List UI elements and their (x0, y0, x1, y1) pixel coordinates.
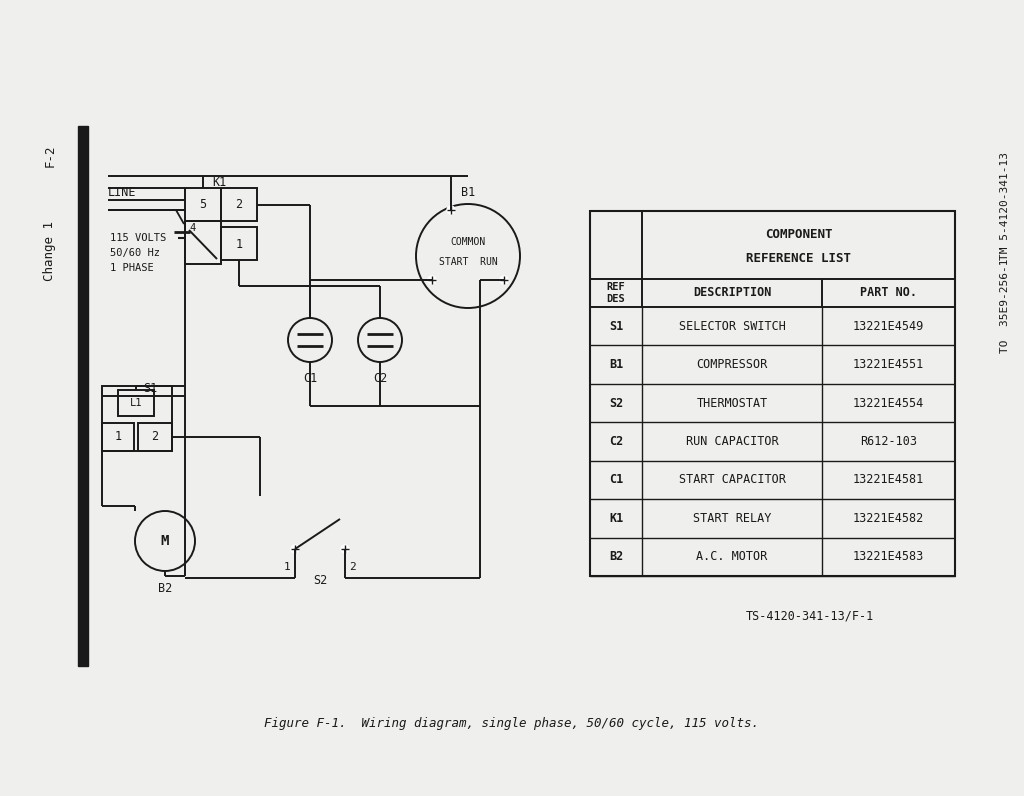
Text: LINE: LINE (108, 185, 136, 198)
Text: 2: 2 (152, 431, 159, 443)
Circle shape (341, 545, 349, 553)
Bar (185, 221, 221, 264)
Text: 4: 4 (189, 223, 197, 233)
Text: COMPONENT: COMPONENT (765, 228, 833, 241)
Circle shape (500, 276, 508, 284)
Text: DESCRIPTION: DESCRIPTION (693, 287, 771, 299)
Text: A.C. MOTOR: A.C. MOTOR (696, 550, 768, 564)
Text: 5: 5 (200, 198, 207, 212)
Text: START  RUN: START RUN (438, 257, 498, 267)
Text: K1: K1 (609, 512, 624, 525)
Circle shape (447, 206, 455, 214)
Text: REFERENCE LIST: REFERENCE LIST (746, 252, 851, 265)
Text: 115 VOLTS: 115 VOLTS (110, 233, 166, 243)
Text: 13221E4582: 13221E4582 (853, 512, 924, 525)
Text: 13221E4554: 13221E4554 (853, 396, 924, 410)
Text: THERMOSTAT: THERMOSTAT (696, 396, 768, 410)
Text: R612-103: R612-103 (860, 435, 918, 448)
Bar (138, 423, 172, 451)
Text: TO  35E9-256-1: TO 35E9-256-1 (1000, 259, 1010, 353)
Text: C1: C1 (609, 474, 624, 486)
Text: START RELAY: START RELAY (693, 512, 771, 525)
Text: PART NO.: PART NO. (860, 287, 918, 299)
Text: COMMON: COMMON (451, 237, 485, 247)
Text: Change 1: Change 1 (43, 221, 56, 281)
Bar (185, 188, 221, 221)
Text: SELECTOR SWITCH: SELECTOR SWITCH (679, 320, 785, 333)
Text: B1: B1 (609, 358, 624, 371)
Text: B2: B2 (609, 550, 624, 564)
Text: TM 5-4120-341-13: TM 5-4120-341-13 (1000, 152, 1010, 260)
Text: B2: B2 (158, 583, 172, 595)
Text: REF
DES: REF DES (606, 283, 626, 304)
Text: 1 PHASE: 1 PHASE (110, 263, 154, 273)
Text: 2: 2 (236, 198, 243, 212)
Bar (78, 126, 88, 666)
Text: 50/60 Hz: 50/60 Hz (110, 248, 160, 258)
Text: S2: S2 (313, 575, 327, 587)
Text: K1: K1 (212, 175, 226, 189)
Bar (102, 386, 172, 451)
Text: B1: B1 (461, 185, 475, 198)
Text: S1: S1 (609, 320, 624, 333)
Text: 1: 1 (236, 237, 243, 251)
Bar (221, 227, 257, 260)
Text: 1: 1 (284, 562, 291, 572)
Bar (221, 188, 257, 221)
Text: M: M (161, 534, 169, 548)
Text: START CAPACITOR: START CAPACITOR (679, 474, 785, 486)
Text: F-2: F-2 (43, 145, 56, 167)
Circle shape (428, 276, 436, 284)
Text: RUN CAPACITOR: RUN CAPACITOR (686, 435, 778, 448)
Text: Figure F-1.  Wiring diagram, single phase, 50/60 cycle, 115 volts.: Figure F-1. Wiring diagram, single phase… (264, 717, 760, 731)
Text: 13221E4551: 13221E4551 (853, 358, 924, 371)
Circle shape (291, 545, 299, 553)
Text: COMPRESSOR: COMPRESSOR (696, 358, 768, 371)
Text: 13221E4583: 13221E4583 (853, 550, 924, 564)
Text: L1: L1 (130, 398, 142, 408)
Text: 2: 2 (349, 562, 356, 572)
Text: 1: 1 (115, 431, 122, 443)
Text: 13221E4581: 13221E4581 (853, 474, 924, 486)
Bar (102, 423, 134, 451)
Text: C2: C2 (609, 435, 624, 448)
Text: TS-4120-341-13/F-1: TS-4120-341-13/F-1 (745, 610, 874, 622)
Text: C2: C2 (373, 372, 387, 384)
Bar (590, 211, 955, 576)
Text: S1: S1 (143, 381, 158, 395)
Text: S2: S2 (609, 396, 624, 410)
Text: C1: C1 (303, 372, 317, 384)
Bar (118, 390, 154, 416)
Text: 13221E4549: 13221E4549 (853, 320, 924, 333)
